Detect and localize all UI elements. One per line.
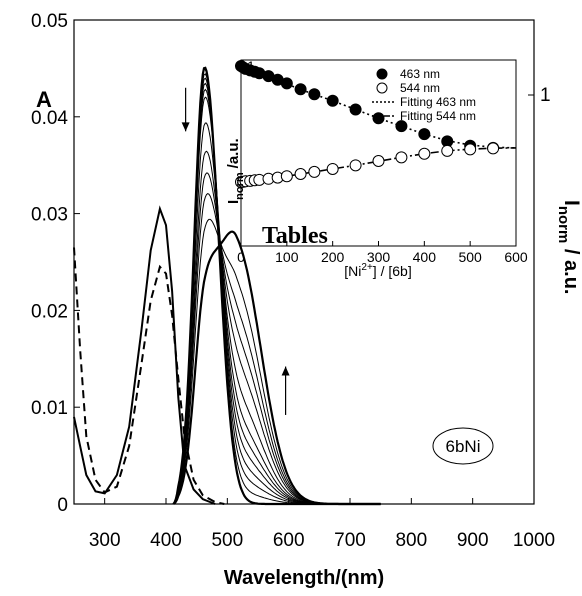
x-tick-label: 1000 bbox=[513, 530, 555, 551]
inset-point-463 bbox=[294, 83, 307, 96]
inset-point-544 bbox=[326, 162, 339, 175]
y-tick-label: 0.02 bbox=[31, 301, 68, 322]
sample-badge-outline bbox=[432, 427, 494, 465]
legend-label: Fitting 544 nm bbox=[400, 109, 476, 123]
inset-point-463 bbox=[326, 94, 339, 107]
right-y-tick-label: 1 bbox=[540, 85, 551, 106]
inset-point-544 bbox=[308, 165, 321, 178]
inset-xlabel-part-b: ] / [6b] bbox=[373, 263, 412, 279]
inset-point-544 bbox=[349, 159, 362, 172]
main-ylabel: A bbox=[36, 87, 52, 112]
y-tick-label: 0 bbox=[57, 495, 68, 516]
right-ylabel-main: I bbox=[560, 200, 582, 206]
inset-point-544 bbox=[464, 143, 477, 156]
y-tick-label: 0.04 bbox=[31, 108, 68, 129]
x-tick-label: 600 bbox=[273, 530, 305, 551]
inset-point-463 bbox=[308, 88, 321, 101]
inset-x-tick-label: 100 bbox=[275, 249, 299, 265]
inset-point-463 bbox=[395, 120, 408, 133]
inset-point-544 bbox=[280, 170, 293, 183]
inset-x-tick-label: 200 bbox=[321, 249, 345, 265]
right-ylabel: Inorm / a.u. bbox=[555, 200, 582, 294]
inset-point-544 bbox=[395, 151, 408, 164]
arrow-up-head bbox=[281, 366, 290, 376]
inset-ylabel-rest: /a.u. bbox=[225, 138, 242, 168]
legend-marker-open bbox=[376, 82, 388, 94]
sample-badge: 6bNi bbox=[446, 437, 481, 456]
right-ylabel-rest: / a.u. bbox=[560, 243, 582, 294]
inset-ylabel: Inorm/a.u. bbox=[225, 138, 246, 204]
tables-overlay-text: Tables bbox=[262, 223, 328, 249]
x-tick-label: 500 bbox=[211, 530, 243, 551]
y-tick-label: 0.01 bbox=[31, 398, 68, 419]
x-tick-label: 300 bbox=[89, 530, 121, 551]
main-xlabel: Wavelength/(nm) bbox=[224, 567, 384, 589]
inset-xlabel-part-a: [Ni bbox=[344, 263, 361, 279]
inset-x-tick-label: 500 bbox=[458, 249, 482, 265]
x-tick-label: 800 bbox=[395, 530, 427, 551]
legend-label: 463 nm bbox=[400, 67, 440, 81]
y-tick-label: 0.05 bbox=[31, 11, 68, 32]
main-axis-ticks: 300 400 500 600 700 800 900 100000.010.020.030.… bbox=[31, 11, 555, 551]
legend-label: 544 nm bbox=[400, 81, 440, 95]
inset-ylabel-main: I bbox=[225, 200, 242, 204]
absorption-series-1 bbox=[73, 247, 225, 505]
y-tick-label: 0.03 bbox=[31, 205, 68, 226]
main-curves bbox=[73, 66, 381, 506]
inset-point-544 bbox=[294, 168, 307, 181]
inset-xlabel-sup: 2+ bbox=[361, 262, 373, 273]
inset-x-tick-label: 400 bbox=[413, 249, 437, 265]
inset-point-544 bbox=[372, 154, 385, 167]
inset-xlabel: [Ni2+] / [6b] bbox=[344, 262, 411, 279]
absorption-series-0 bbox=[73, 205, 216, 505]
inset-point-463 bbox=[349, 103, 362, 116]
inset-x-tick-label: 600 bbox=[504, 249, 528, 265]
x-tick-label: 900 bbox=[457, 530, 489, 551]
x-tick-label: 400 bbox=[150, 530, 182, 551]
inset-point-544 bbox=[487, 142, 500, 155]
inset-point-463 bbox=[418, 128, 431, 141]
inset-ylabel-sub: norm bbox=[234, 172, 246, 200]
legend-label: Fitting 463 nm bbox=[400, 95, 476, 109]
inset-point-463 bbox=[280, 77, 293, 90]
inset-x-tick-label: 300 bbox=[367, 249, 391, 265]
arrows bbox=[181, 87, 290, 415]
arrow-down-head bbox=[181, 122, 190, 132]
inset-point-463 bbox=[372, 112, 385, 125]
emission-series-12 bbox=[172, 230, 381, 506]
inset-x-tick-label: 0 bbox=[237, 249, 245, 265]
inset-point-544 bbox=[418, 147, 431, 160]
legend-marker-filled bbox=[376, 68, 388, 80]
right-ylabel-sub: norm bbox=[555, 206, 572, 244]
x-tick-label: 700 bbox=[334, 530, 366, 551]
inset-point-544 bbox=[441, 144, 454, 157]
